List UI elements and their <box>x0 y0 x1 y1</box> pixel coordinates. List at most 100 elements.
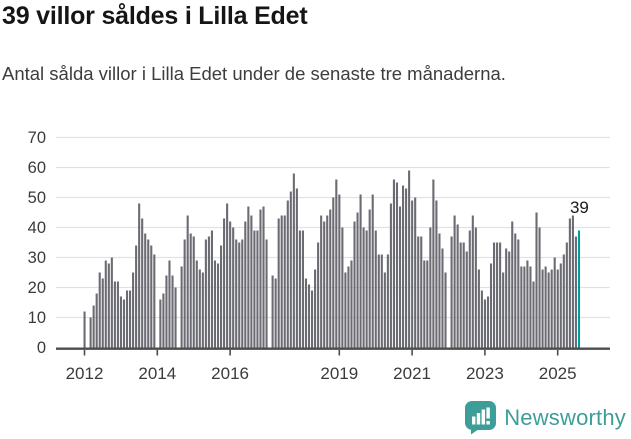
bar <box>298 230 301 348</box>
y-axis-label: 0 <box>37 339 46 357</box>
x-axis-label: 2014 <box>138 364 176 383</box>
x-axis-label: 2012 <box>66 364 104 383</box>
bar <box>292 173 295 348</box>
bar <box>529 266 532 348</box>
bar <box>183 239 186 348</box>
bar <box>362 227 365 348</box>
bar <box>444 272 447 348</box>
newsworthy-logo-icon <box>465 401 497 435</box>
bar <box>517 239 520 348</box>
bar <box>162 293 165 348</box>
bar <box>165 275 168 348</box>
y-axis-label: 60 <box>28 159 46 177</box>
bar <box>480 290 483 348</box>
bar <box>329 209 332 348</box>
bar <box>238 242 241 348</box>
bar <box>204 239 207 348</box>
bar <box>198 269 201 348</box>
bar <box>493 242 496 348</box>
bar <box>186 215 189 348</box>
bar <box>141 218 144 348</box>
bar <box>453 215 456 348</box>
x-axis-label: 2023 <box>466 364 504 383</box>
bar <box>523 266 526 348</box>
bar <box>171 275 174 348</box>
bar <box>556 269 559 348</box>
bar <box>459 242 462 348</box>
bar <box>271 275 274 348</box>
brand-footer: Newsworthy <box>464 400 626 435</box>
bar <box>429 227 432 348</box>
bar <box>420 236 423 348</box>
bar <box>341 227 344 348</box>
bar <box>135 245 138 348</box>
bar <box>344 272 347 348</box>
bar <box>423 260 426 348</box>
bar <box>326 215 329 348</box>
bar <box>359 194 362 348</box>
bar <box>371 194 374 348</box>
y-axis-label: 50 <box>28 189 46 207</box>
bar <box>295 188 298 348</box>
bar <box>526 260 529 348</box>
bar <box>350 260 353 348</box>
bar <box>289 191 292 348</box>
y-axis-label: 10 <box>28 309 46 327</box>
bar <box>335 179 338 348</box>
page-title: 39 villor såldes i Lilla Edet <box>2 2 308 30</box>
bar <box>132 272 135 348</box>
bar <box>347 266 350 348</box>
bar <box>389 203 392 348</box>
bar <box>304 278 308 348</box>
bar <box>104 260 107 348</box>
bar <box>250 215 253 348</box>
bar <box>189 233 192 348</box>
bar <box>489 263 493 348</box>
bar <box>265 239 268 348</box>
bar <box>383 272 386 348</box>
bar <box>559 263 562 348</box>
bar <box>201 272 204 348</box>
highlight-value-label: 39 <box>570 198 589 217</box>
bar <box>538 227 541 348</box>
bar <box>311 290 314 348</box>
bar <box>89 317 92 348</box>
highlighted-bar <box>577 230 581 348</box>
bar <box>432 179 435 348</box>
bar <box>462 242 465 348</box>
bar <box>256 230 259 348</box>
bar <box>353 221 356 348</box>
bar <box>465 251 468 348</box>
bar <box>180 266 183 348</box>
bar <box>107 263 110 348</box>
bar <box>417 236 420 348</box>
bar <box>247 206 250 348</box>
bar <box>486 296 490 348</box>
bar <box>365 230 368 348</box>
brand-name: Newsworthy <box>504 404 626 430</box>
bar <box>520 266 523 348</box>
bar <box>411 200 414 348</box>
bar <box>438 233 441 348</box>
bar <box>129 290 132 348</box>
bar <box>435 200 438 348</box>
bar <box>338 194 341 348</box>
bar <box>168 260 171 348</box>
bar <box>426 260 429 348</box>
y-axis-label: 20 <box>28 279 46 297</box>
bar <box>125 290 129 348</box>
bar <box>532 281 535 348</box>
bar <box>547 272 550 348</box>
bar <box>368 209 371 348</box>
bar <box>116 281 119 348</box>
bar <box>553 257 556 348</box>
bar <box>83 311 86 348</box>
chart-subtitle: Antal sålda villor i Lilla Edet under de… <box>2 63 506 84</box>
bar <box>405 188 408 348</box>
bar <box>253 230 256 348</box>
bar <box>153 254 156 348</box>
x-axis-label: 2016 <box>211 364 249 383</box>
y-axis-label: 40 <box>28 219 46 237</box>
bar <box>286 200 289 348</box>
